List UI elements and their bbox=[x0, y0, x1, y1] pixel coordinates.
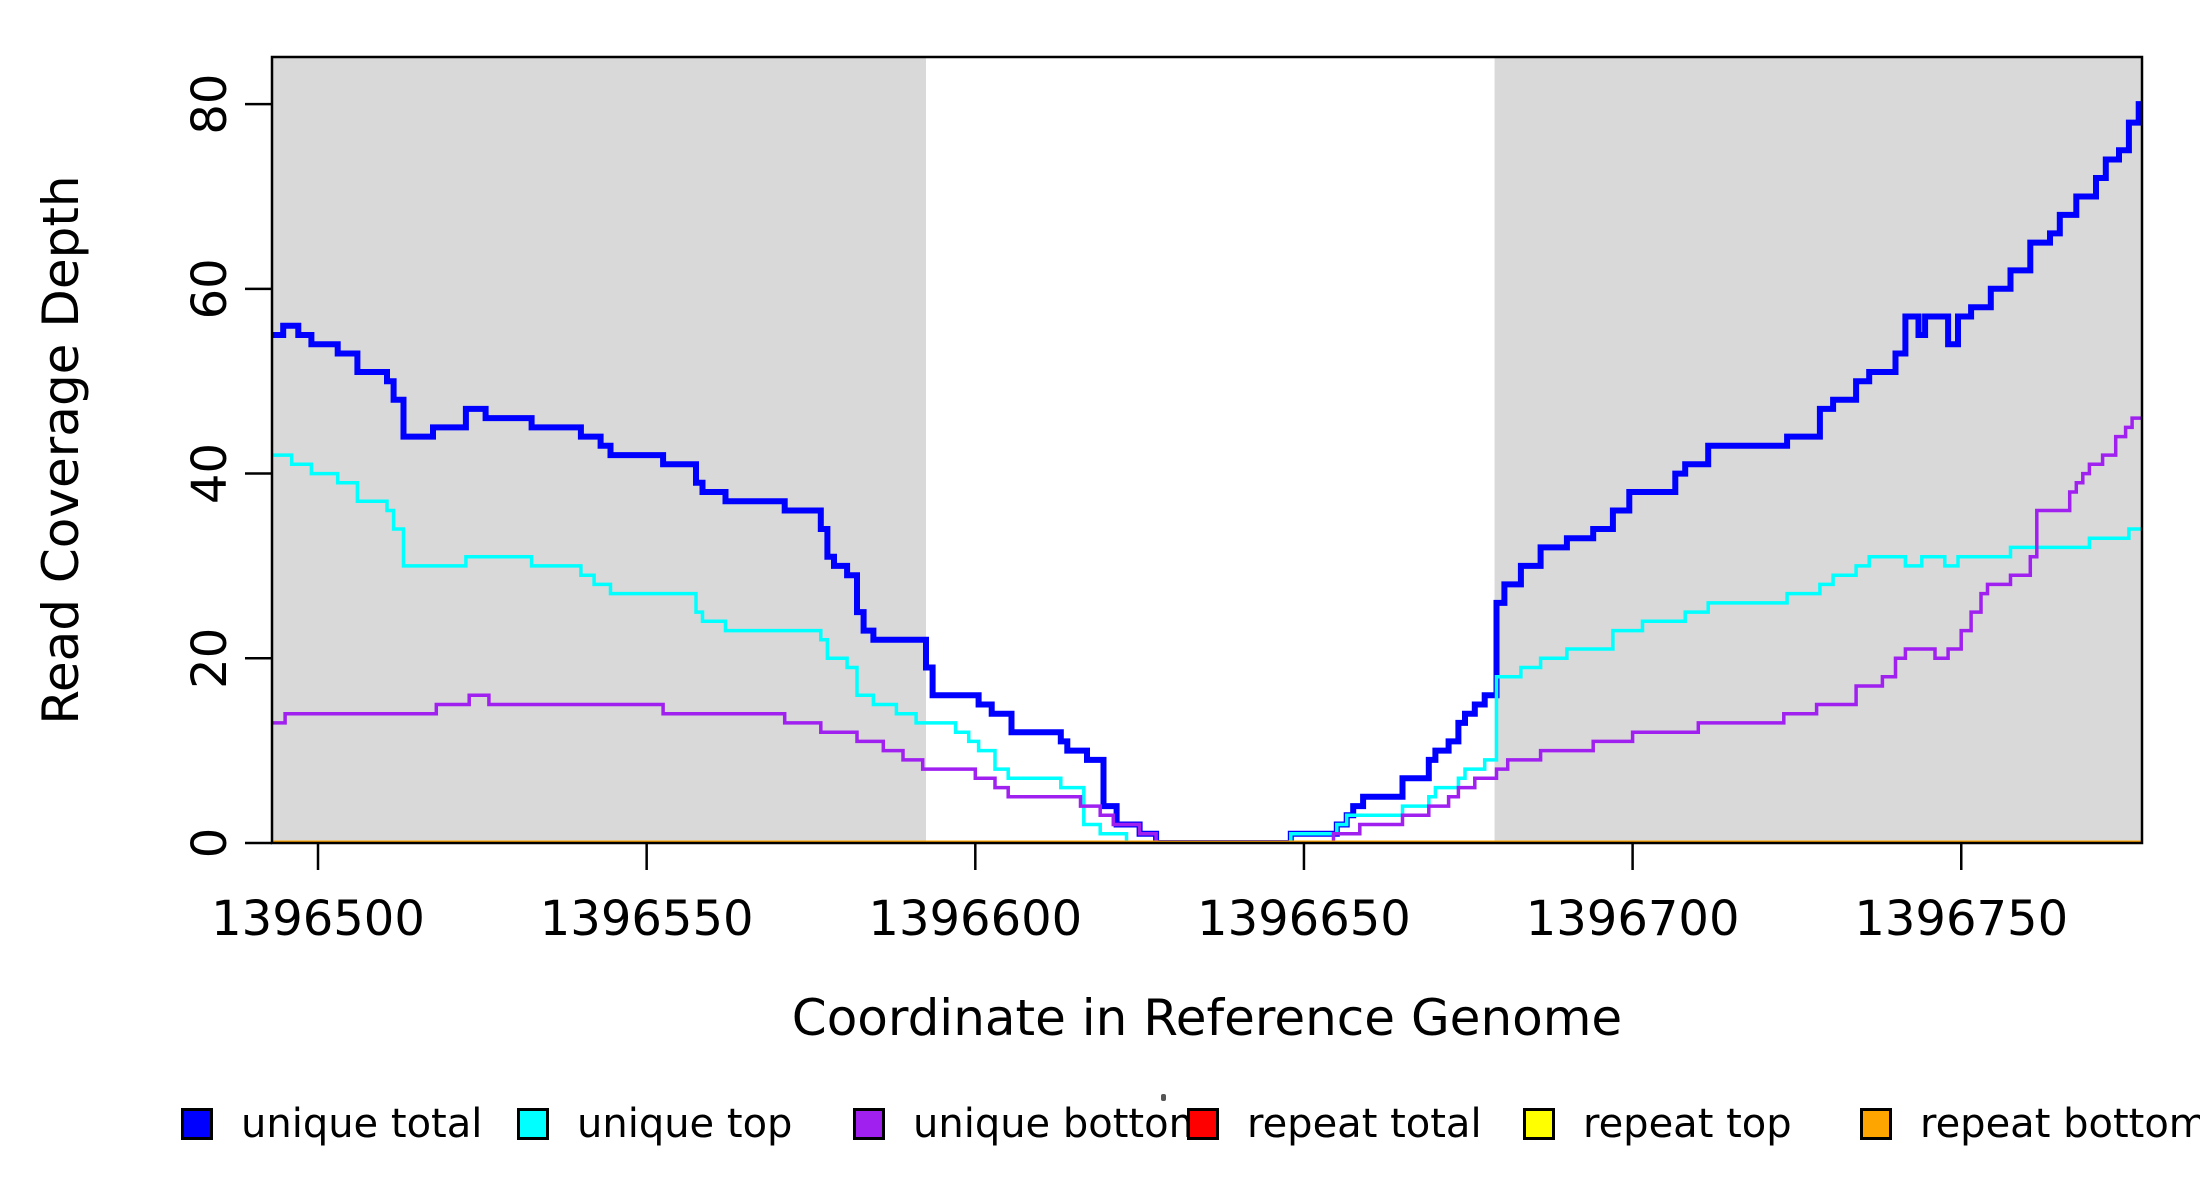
series-lines bbox=[272, 101, 2142, 843]
legend-label: repeat bottom bbox=[1920, 1101, 2200, 1147]
legend-swatch-repeat-total bbox=[1187, 1108, 1219, 1140]
series-line-unique-bottom bbox=[272, 416, 2142, 843]
legend-swatch-unique-top bbox=[517, 1108, 549, 1140]
legend-item-unique-total: unique total bbox=[181, 1100, 482, 1148]
left-gray-region bbox=[272, 57, 927, 843]
legend-item-unique-top: unique top bbox=[517, 1100, 792, 1148]
legend-label: repeat top bbox=[1583, 1101, 1792, 1147]
plot-box bbox=[270, 55, 2144, 845]
stray-dot-mark bbox=[1161, 1094, 1166, 1101]
y-tick-label: 0 bbox=[182, 828, 238, 859]
legend-item-repeat-total: repeat total bbox=[1187, 1100, 1482, 1148]
series-line-unique-total bbox=[272, 101, 2142, 843]
y-tick-label: 40 bbox=[182, 443, 238, 504]
series-line-unique-top bbox=[272, 453, 2142, 843]
legend-item-unique-bottom: unique bottom bbox=[853, 1100, 1208, 1148]
y-tick-label: 20 bbox=[182, 628, 238, 689]
legend-item-repeat-bottom: repeat bottom bbox=[1860, 1100, 2200, 1148]
legend-swatch-unique-total bbox=[181, 1108, 213, 1140]
x-tick-label: 1396750 bbox=[1854, 891, 2068, 947]
x-tick-label: 1396550 bbox=[540, 891, 754, 947]
legend-swatch-repeat-top bbox=[1523, 1108, 1555, 1140]
y-tick-label: 80 bbox=[182, 74, 238, 135]
shaded-regions bbox=[272, 57, 2142, 843]
coverage-plot: 1396500 1396550 1396600 1396650 1396700 13967… bbox=[32, 55, 2144, 1047]
legend-swatch-unique-bottom bbox=[853, 1108, 885, 1140]
plot-legend: unique total unique top unique bottom repea… bbox=[0, 1100, 2200, 1170]
x-tick-label: 1396600 bbox=[868, 891, 1082, 947]
axes: 1396500 1396550 1396600 1396650 1396700 13967… bbox=[182, 55, 2144, 947]
legend-label: repeat total bbox=[1247, 1101, 1482, 1147]
x-tick-label: 1396650 bbox=[1197, 891, 1411, 947]
legend-label: unique bottom bbox=[913, 1101, 1208, 1147]
right-gray-region bbox=[1494, 57, 2142, 843]
y-axis-title: Read Coverage Depth bbox=[32, 175, 90, 724]
legend-swatch-repeat-bottom bbox=[1860, 1108, 1892, 1140]
legend-label: unique top bbox=[577, 1101, 793, 1147]
x-tick-label: 1396500 bbox=[211, 891, 425, 947]
x-tick-label: 1396700 bbox=[1526, 891, 1740, 947]
x-axis-title: Coordinate in Reference Genome bbox=[792, 989, 1622, 1047]
y-tick-label: 60 bbox=[182, 258, 238, 319]
legend-label: unique total bbox=[241, 1101, 483, 1147]
legend-item-repeat-top: repeat top bbox=[1523, 1100, 1792, 1148]
